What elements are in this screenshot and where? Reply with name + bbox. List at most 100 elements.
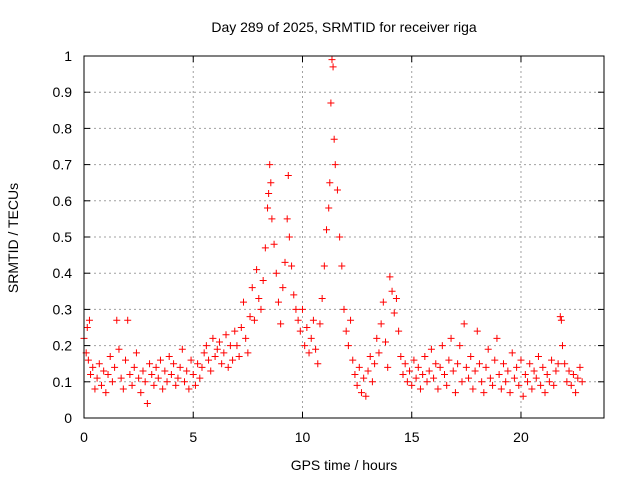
- data-point: [106, 352, 114, 360]
- y-tick-label: 0.7: [53, 157, 73, 173]
- data-point: [375, 349, 383, 357]
- data-point: [528, 385, 536, 393]
- data-point: [128, 381, 136, 389]
- data-point: [93, 374, 101, 382]
- data-point: [524, 378, 532, 386]
- data-point: [347, 316, 355, 324]
- data-point: [83, 324, 91, 331]
- data-point: [327, 99, 335, 107]
- data-point: [421, 352, 429, 360]
- data-point: [556, 313, 564, 321]
- x-axis-label: GPS time / hours: [291, 457, 398, 473]
- y-tick-label: 0: [64, 410, 72, 426]
- data-point: [366, 352, 374, 360]
- data-point: [154, 374, 162, 382]
- y-tick-label: 0.3: [53, 301, 73, 317]
- data-point: [513, 363, 521, 371]
- data-point: [532, 374, 540, 382]
- data-point: [213, 345, 221, 353]
- data-point: [545, 378, 553, 386]
- data-point: [115, 345, 123, 353]
- data-point: [126, 371, 134, 379]
- data-point: [357, 389, 365, 397]
- data-point: [329, 63, 337, 71]
- data-point: [543, 371, 551, 379]
- data-point: [163, 378, 171, 386]
- data-point: [270, 240, 278, 248]
- data-point: [167, 371, 175, 379]
- data-point: [443, 381, 451, 389]
- data-point: [207, 367, 215, 375]
- data-point: [226, 342, 234, 350]
- data-point: [283, 215, 291, 223]
- data-point: [174, 374, 182, 382]
- y-tick-label: 0.6: [53, 193, 73, 209]
- data-point: [539, 363, 547, 371]
- data-point: [430, 374, 438, 382]
- data-point: [388, 287, 396, 295]
- data-point: [451, 389, 459, 397]
- data-point: [537, 381, 545, 389]
- data-point: [395, 327, 403, 335]
- data-point: [438, 342, 446, 350]
- y-tick-label: 0.9: [53, 84, 73, 100]
- data-point: [495, 371, 503, 379]
- data-point: [307, 334, 315, 342]
- data-point: [465, 374, 473, 382]
- data-point: [427, 345, 435, 353]
- data-point: [436, 363, 444, 371]
- data-point: [541, 389, 549, 397]
- data-point: [441, 371, 449, 379]
- data-point: [561, 360, 569, 368]
- data-point: [119, 385, 127, 393]
- data-point: [344, 342, 352, 350]
- data-point: [325, 204, 333, 212]
- data-point: [279, 284, 287, 292]
- data-point: [445, 356, 453, 364]
- data-point: [244, 349, 252, 357]
- data-point: [517, 356, 525, 364]
- data-point: [342, 327, 350, 335]
- data-point: [403, 378, 411, 386]
- data-point: [469, 385, 477, 393]
- data-point: [231, 327, 239, 335]
- data-point: [454, 360, 462, 368]
- data-point: [202, 342, 210, 350]
- data-point: [259, 276, 267, 284]
- data-point: [390, 309, 398, 317]
- y-tick-label: 1: [64, 48, 72, 64]
- data-point: [200, 349, 208, 357]
- data-point: [250, 316, 258, 324]
- data-point: [187, 356, 195, 364]
- data-point: [534, 352, 542, 360]
- data-point: [456, 342, 464, 350]
- data-point: [185, 385, 193, 393]
- data-point: [298, 305, 306, 313]
- data-point: [382, 338, 390, 346]
- data-point: [239, 298, 247, 306]
- data-point: [572, 389, 580, 397]
- data-point: [237, 324, 245, 331]
- x-tick-label: 0: [80, 429, 88, 445]
- data-point: [425, 367, 433, 375]
- data-point: [150, 381, 158, 389]
- data-point: [194, 360, 202, 368]
- data-point: [176, 363, 184, 371]
- data-point: [253, 266, 261, 274]
- data-point: [130, 363, 138, 371]
- data-point: [328, 56, 336, 64]
- data-point: [318, 295, 326, 303]
- data-point: [338, 262, 346, 270]
- data-point: [296, 327, 304, 335]
- data-point: [198, 363, 206, 371]
- data-point: [152, 363, 160, 371]
- data-point: [220, 349, 228, 357]
- data-point: [268, 215, 276, 223]
- data-point: [122, 356, 130, 364]
- data-point: [132, 349, 140, 357]
- data-point: [489, 381, 497, 389]
- data-point: [491, 356, 499, 364]
- data-point: [139, 367, 147, 375]
- data-point: [117, 374, 125, 382]
